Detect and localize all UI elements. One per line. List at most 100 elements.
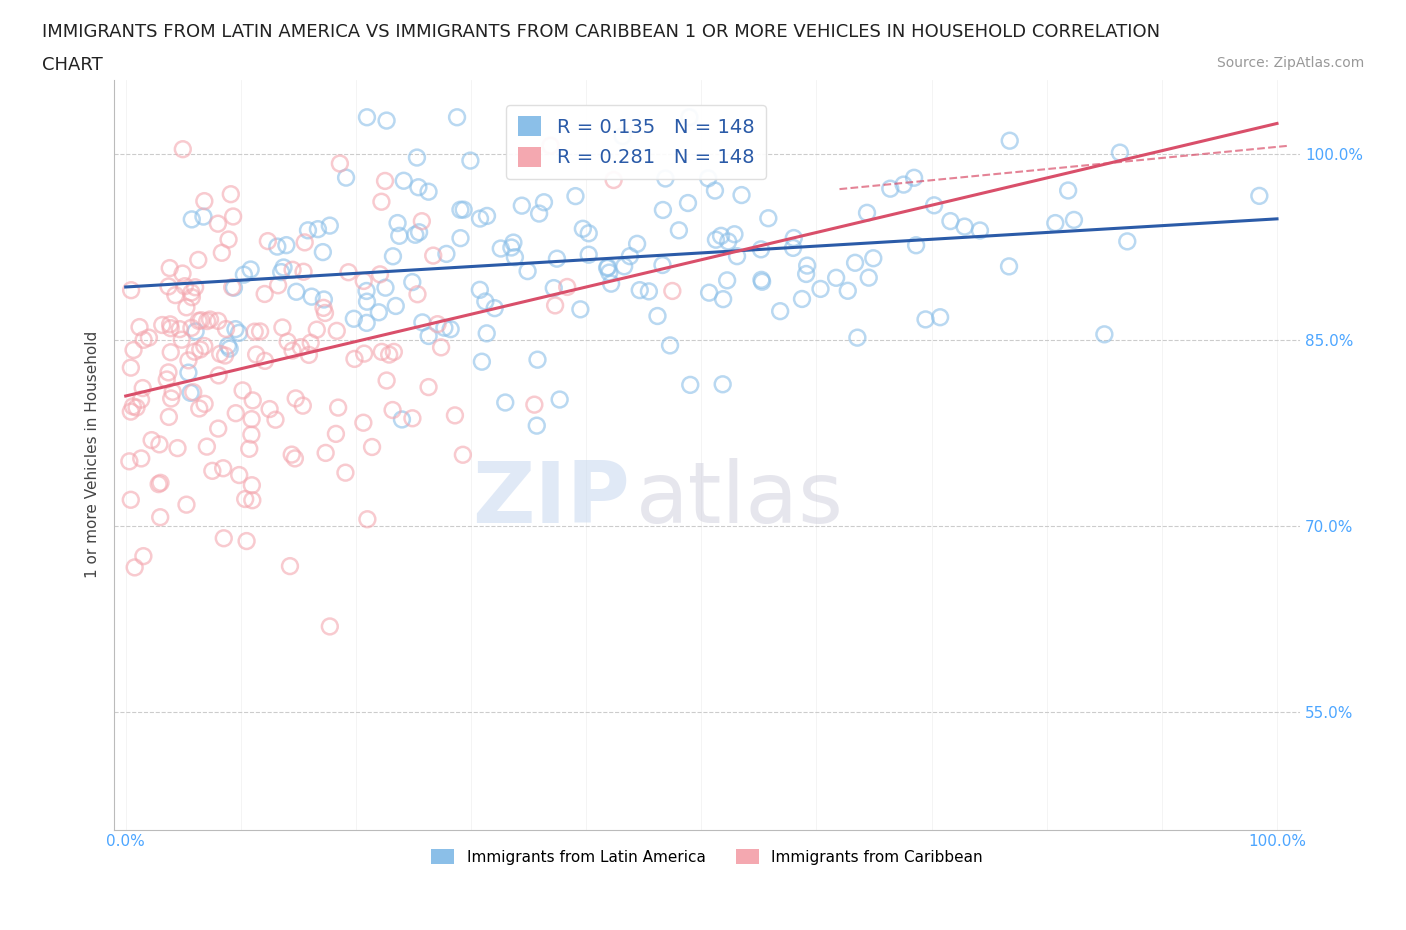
Point (411, 315, 433, 330)
Point (180, 212, 202, 227)
Point (501, 240, 523, 255)
Point (382, 344, 405, 359)
Point (1057, 183, 1080, 198)
Point (165, 287, 187, 302)
Point (711, 377, 734, 392)
Point (711, 292, 734, 307)
Point (281, 343, 304, 358)
Point (201, 463, 224, 478)
Point (239, 262, 262, 277)
Point (411, 214, 433, 229)
Point (356, 284, 378, 299)
Text: ZIP: ZIP (472, 458, 630, 541)
Point (905, 238, 928, 253)
Point (596, 259, 619, 274)
Point (157, 279, 180, 294)
Point (253, 353, 276, 368)
Point (730, 188, 752, 203)
Text: atlas: atlas (636, 458, 844, 541)
Point (526, 352, 548, 367)
Point (651, 203, 673, 218)
Point (184, 280, 207, 295)
Point (284, 391, 307, 405)
Point (378, 347, 401, 362)
Point (319, 619, 342, 634)
Point (157, 409, 180, 424)
Point (285, 285, 308, 299)
Point (242, 393, 264, 408)
Point (335, 170, 357, 185)
Point (180, 320, 202, 335)
Point (704, 183, 727, 198)
Point (267, 278, 290, 293)
Point (998, 259, 1021, 273)
Point (893, 177, 915, 192)
Point (228, 326, 250, 340)
Point (422, 248, 444, 263)
Point (181, 385, 204, 400)
Point (284, 451, 307, 466)
Point (325, 427, 347, 442)
Point (319, 219, 342, 233)
Point (290, 339, 312, 354)
Point (209, 346, 232, 361)
Point (120, 492, 142, 507)
Point (215, 322, 238, 337)
Point (211, 246, 233, 260)
Y-axis label: 1 or more Vehicles in Household: 1 or more Vehicles in Household (86, 331, 100, 578)
Point (401, 274, 423, 289)
Point (381, 249, 404, 264)
Point (375, 373, 398, 388)
Point (312, 300, 335, 315)
Point (176, 299, 198, 314)
Point (494, 395, 516, 410)
Point (404, 227, 426, 242)
Point (516, 264, 538, 279)
Point (329, 156, 352, 171)
Point (969, 223, 991, 238)
Point (862, 251, 884, 266)
Point (149, 475, 172, 490)
Point (224, 322, 246, 337)
Point (939, 214, 962, 229)
Point (602, 173, 624, 188)
Point (218, 341, 240, 356)
Point (555, 280, 578, 295)
Point (245, 347, 267, 362)
Point (218, 232, 240, 247)
Point (228, 468, 250, 483)
Point (638, 284, 661, 299)
Point (1109, 145, 1132, 160)
Point (222, 209, 245, 224)
Point (276, 238, 298, 253)
Point (596, 260, 619, 275)
Point (221, 280, 243, 295)
Point (177, 352, 200, 367)
Point (326, 324, 349, 339)
Point (392, 173, 415, 188)
Point (294, 235, 316, 250)
Point (474, 294, 496, 309)
Point (678, 110, 700, 125)
Point (214, 348, 236, 363)
Point (697, 286, 720, 300)
Point (271, 320, 294, 335)
Point (233, 492, 256, 507)
Point (312, 245, 335, 259)
Point (381, 403, 404, 418)
Point (769, 304, 792, 319)
Point (160, 391, 183, 405)
Point (756, 211, 779, 226)
Point (148, 437, 170, 452)
Point (668, 223, 690, 238)
Point (1249, 189, 1271, 204)
Point (367, 305, 389, 320)
Point (408, 225, 430, 240)
Point (468, 211, 491, 226)
Point (315, 445, 337, 460)
Point (704, 232, 727, 247)
Point (578, 247, 600, 262)
Point (180, 290, 202, 305)
Text: IMMIGRANTS FROM LATIN AMERICA VS IMMIGRANTS FROM CARIBBEAN 1 OR MORE VEHICLES IN: IMMIGRANTS FROM LATIN AMERICA VS IMMIGRA… (42, 23, 1160, 41)
Point (647, 309, 669, 324)
